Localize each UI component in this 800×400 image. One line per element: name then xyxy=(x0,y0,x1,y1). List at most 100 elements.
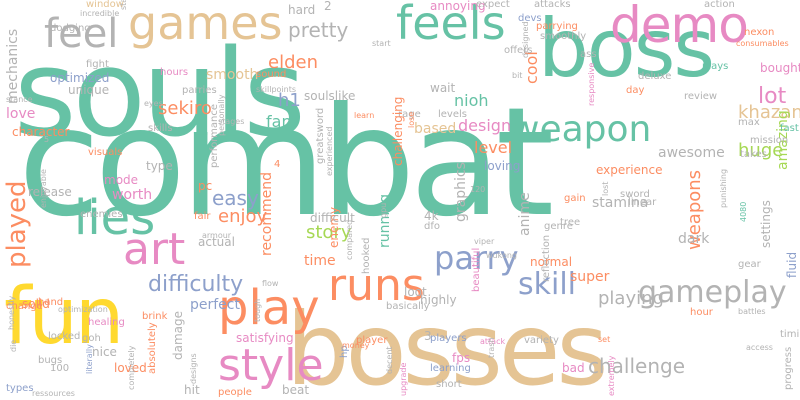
word-review: review xyxy=(684,91,718,102)
word-deluxe: deluxe xyxy=(638,71,672,82)
word-stages: stages xyxy=(218,117,245,126)
word-goh: goh xyxy=(82,333,101,344)
word-battles: battles xyxy=(738,307,766,316)
word-hand: hand xyxy=(38,297,64,308)
word-runs: runs xyxy=(328,260,425,311)
word-level: level xyxy=(474,138,513,157)
word-hours: hours xyxy=(160,67,189,78)
word-release: release xyxy=(28,185,72,199)
word-beat: beat xyxy=(282,383,310,397)
word-art: art xyxy=(123,224,186,275)
word-fun: fun xyxy=(4,272,124,362)
word-set: set xyxy=(598,335,611,344)
word-enemies: enemies xyxy=(80,209,123,220)
word-recommend: recommend xyxy=(259,172,275,256)
word-actual: actual xyxy=(198,235,235,249)
word-learn: learn xyxy=(354,111,375,120)
word-h1: h1 xyxy=(278,90,301,111)
word-pc: pc xyxy=(198,179,213,193)
word-takes: takes xyxy=(740,149,767,160)
word-lost: lost xyxy=(601,181,610,196)
word-visuals: visuals xyxy=(88,147,123,158)
word-expect: expect xyxy=(476,0,510,10)
word-hour: hour xyxy=(690,307,713,318)
word-fan: fan xyxy=(266,112,292,131)
word-plays: plays xyxy=(702,61,729,72)
word-mission: mission xyxy=(750,135,789,146)
word-change: change xyxy=(6,301,43,312)
word-experience: experience xyxy=(596,163,663,177)
word-optimized: optimized xyxy=(50,71,110,85)
word-responsive: responsive xyxy=(587,62,596,106)
word-boss: boss xyxy=(538,2,715,95)
word-wait: wait xyxy=(430,81,456,95)
word-settings: settings xyxy=(759,200,773,248)
word-4: 4 xyxy=(274,159,281,170)
word-2: 2 xyxy=(324,0,332,13)
word-completely: completely xyxy=(127,345,136,390)
word-challenge: challenge xyxy=(588,354,686,378)
word-people: people xyxy=(218,387,252,398)
word-nice: nice xyxy=(92,345,117,359)
word-personally: personally xyxy=(217,94,226,136)
word-stamina: stamina xyxy=(592,195,649,211)
word-games: games xyxy=(128,0,283,50)
word-wukong: wukong xyxy=(486,251,518,260)
word-window: window xyxy=(86,0,124,10)
word-hooked: hooked xyxy=(361,237,372,274)
word-design: design xyxy=(458,116,512,135)
word-armour: armour xyxy=(202,231,232,240)
word-solid: solid xyxy=(22,297,50,311)
word-story: story xyxy=(306,222,352,243)
word-incredible: incredible xyxy=(80,9,120,18)
word-decent: decent xyxy=(385,346,394,374)
word-normal: normal xyxy=(530,255,573,269)
word-lies: lies xyxy=(74,190,156,246)
word-locked: locked xyxy=(48,331,81,342)
word-gain: gain xyxy=(564,193,586,204)
word-max: max xyxy=(738,117,760,128)
word-nioh: nioh xyxy=(454,91,489,110)
word-feels: feels xyxy=(396,0,506,50)
word-bad: bad xyxy=(562,361,585,375)
word-dodging: dodging xyxy=(50,23,91,34)
word-offers: offers xyxy=(504,45,533,56)
word-viper: viper xyxy=(474,237,495,246)
word-smoothly: smoothly xyxy=(540,31,587,42)
word-variety: variety xyxy=(524,335,559,346)
word-demo: demo xyxy=(610,0,749,54)
word-love: love xyxy=(6,106,36,122)
word-huge: huge xyxy=(738,140,784,161)
word-character: character xyxy=(12,125,70,139)
word-pretty: pretty xyxy=(288,18,349,42)
word-designed: designed xyxy=(521,21,530,58)
word-action: action xyxy=(704,0,735,10)
word-annoying: annoying xyxy=(430,0,486,13)
word-tough: tough xyxy=(253,298,262,322)
word-eyes: eyes xyxy=(144,99,163,108)
word-linear: linear xyxy=(628,197,657,208)
word-unique: unique xyxy=(68,83,110,97)
word-loving: loving xyxy=(484,159,521,173)
word-perfect: perfect xyxy=(190,297,240,313)
word-timing: timing xyxy=(780,329,800,340)
word-time: time xyxy=(304,253,336,269)
word-120: 120 xyxy=(470,185,486,194)
word-flow: flow xyxy=(262,279,279,288)
word-style: style xyxy=(218,340,324,391)
word-extremely: extremely xyxy=(607,355,616,396)
word-based: based xyxy=(414,121,457,137)
word-tree: tree xyxy=(560,217,581,228)
word-smooth: smooth xyxy=(206,67,259,83)
word-lose: lose xyxy=(407,111,416,128)
word-souls: souls xyxy=(14,25,306,164)
word-compared: compared xyxy=(345,219,354,260)
word-attack: attack xyxy=(480,337,506,346)
word-khazan: khazan xyxy=(738,102,800,123)
word-honestly: honestly xyxy=(7,295,16,330)
word-upgrade: upgrade xyxy=(399,362,408,396)
word-5: 5 xyxy=(44,135,50,144)
word-genre: genre xyxy=(544,221,573,232)
word-loved: loved xyxy=(114,361,147,375)
word-fast: fast xyxy=(780,123,799,134)
